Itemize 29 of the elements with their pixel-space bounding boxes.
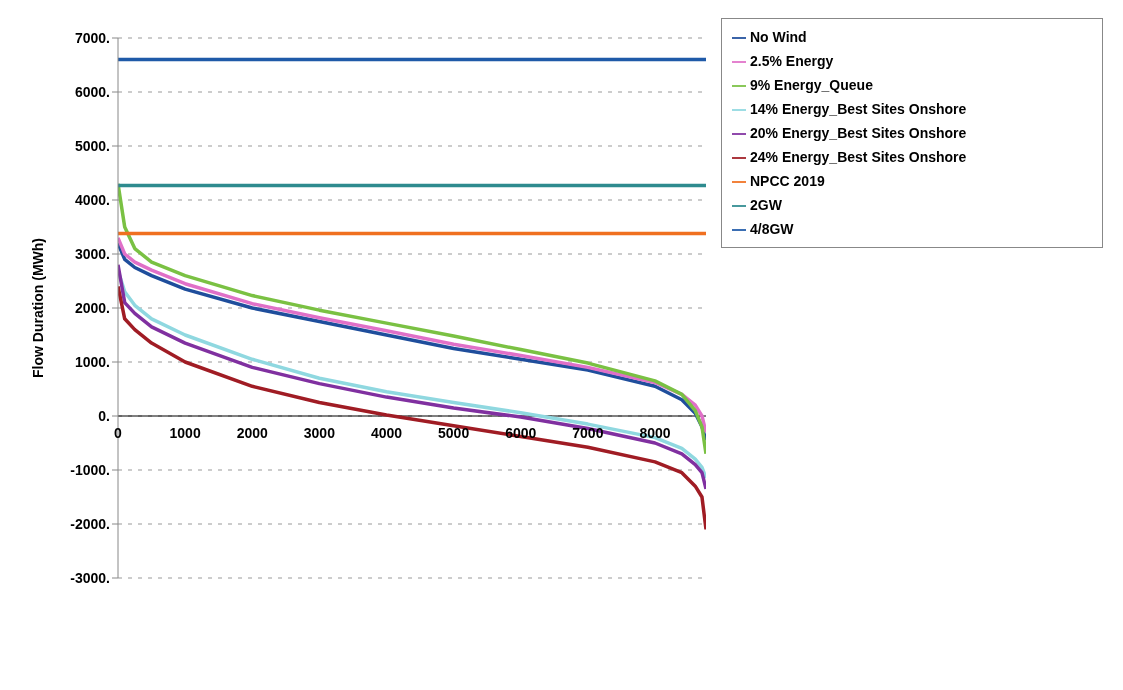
y-tick-label: 3000. bbox=[74, 245, 110, 262]
y-tick-label: -2000. bbox=[70, 515, 110, 532]
y-tick-label: 7000. bbox=[74, 29, 110, 46]
y-tick-label: 5000. bbox=[74, 137, 110, 154]
x-tick-label: 7000 bbox=[572, 425, 604, 441]
legend-label: 9% Energy_Queue bbox=[750, 77, 873, 93]
x-tick-label: 0 bbox=[114, 425, 123, 441]
x-tick-label: 8000 bbox=[639, 425, 671, 441]
x-tick-label: 2000 bbox=[236, 425, 269, 441]
y-tick-label: -3000. bbox=[70, 569, 110, 586]
x-tick-label: 1000 bbox=[169, 425, 201, 441]
y-tick-label: 0. bbox=[98, 407, 110, 424]
legend-label: NPCC 2019 bbox=[750, 173, 825, 189]
x-tick-label: 4000 bbox=[370, 425, 403, 441]
x-tick-label: 3000 bbox=[303, 425, 336, 441]
y-tick-label: 1000. bbox=[74, 353, 110, 370]
legend-label: No Wind bbox=[750, 29, 807, 45]
legend-label: 20% Energy_Best Sites Onshore bbox=[750, 125, 967, 141]
legend-label: 14% Energy_Best Sites Onshore bbox=[750, 101, 967, 117]
y-tick-label: -1000. bbox=[70, 461, 110, 478]
y-tick-label: 4000. bbox=[74, 191, 110, 208]
legend-label: 2.5% Energy bbox=[750, 53, 834, 69]
legend-label: 24% Energy_Best Sites Onshore bbox=[750, 149, 967, 165]
y-axis-title: Flow Duration (MWh) bbox=[29, 238, 46, 378]
y-tick-label: 6000. bbox=[74, 83, 110, 100]
y-tick-label: 2000. bbox=[74, 299, 110, 316]
legend-label: 2GW bbox=[750, 197, 782, 213]
x-tick-label: 5000 bbox=[438, 425, 470, 441]
legend-label: 4/8GW bbox=[750, 221, 794, 237]
